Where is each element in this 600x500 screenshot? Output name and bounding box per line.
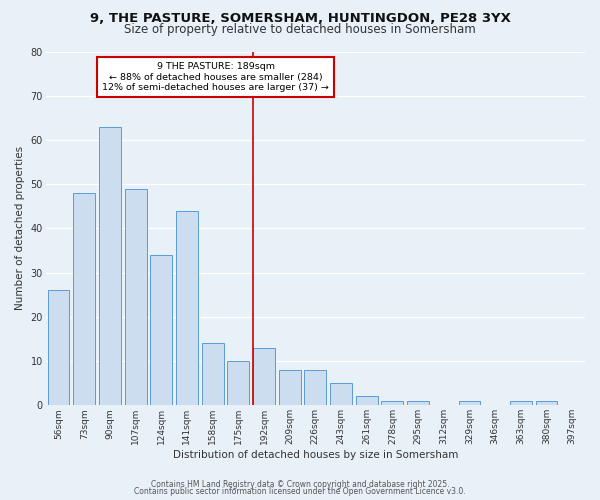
Bar: [253, 348, 275, 406]
Bar: [176, 210, 198, 406]
Bar: [536, 401, 557, 406]
Text: 9 THE PASTURE: 189sqm
← 88% of detached houses are smaller (284)
12% of semi-det: 9 THE PASTURE: 189sqm ← 88% of detached …: [102, 62, 329, 92]
Bar: [279, 370, 301, 406]
Text: Size of property relative to detached houses in Somersham: Size of property relative to detached ho…: [124, 22, 476, 36]
Bar: [304, 370, 326, 406]
Bar: [202, 344, 224, 406]
Bar: [458, 401, 481, 406]
Text: Contains HM Land Registry data © Crown copyright and database right 2025.: Contains HM Land Registry data © Crown c…: [151, 480, 449, 489]
X-axis label: Distribution of detached houses by size in Somersham: Distribution of detached houses by size …: [173, 450, 458, 460]
Text: Contains public sector information licensed under the Open Government Licence v3: Contains public sector information licen…: [134, 487, 466, 496]
Bar: [330, 383, 352, 406]
Bar: [47, 290, 70, 406]
Bar: [99, 126, 121, 406]
Bar: [151, 255, 172, 406]
Bar: [356, 396, 377, 406]
Bar: [227, 361, 249, 406]
Y-axis label: Number of detached properties: Number of detached properties: [15, 146, 25, 310]
Text: 9, THE PASTURE, SOMERSHAM, HUNTINGDON, PE28 3YX: 9, THE PASTURE, SOMERSHAM, HUNTINGDON, P…: [89, 12, 511, 24]
Bar: [73, 193, 95, 406]
Bar: [125, 188, 146, 406]
Bar: [407, 401, 429, 406]
Bar: [382, 401, 403, 406]
Bar: [510, 401, 532, 406]
